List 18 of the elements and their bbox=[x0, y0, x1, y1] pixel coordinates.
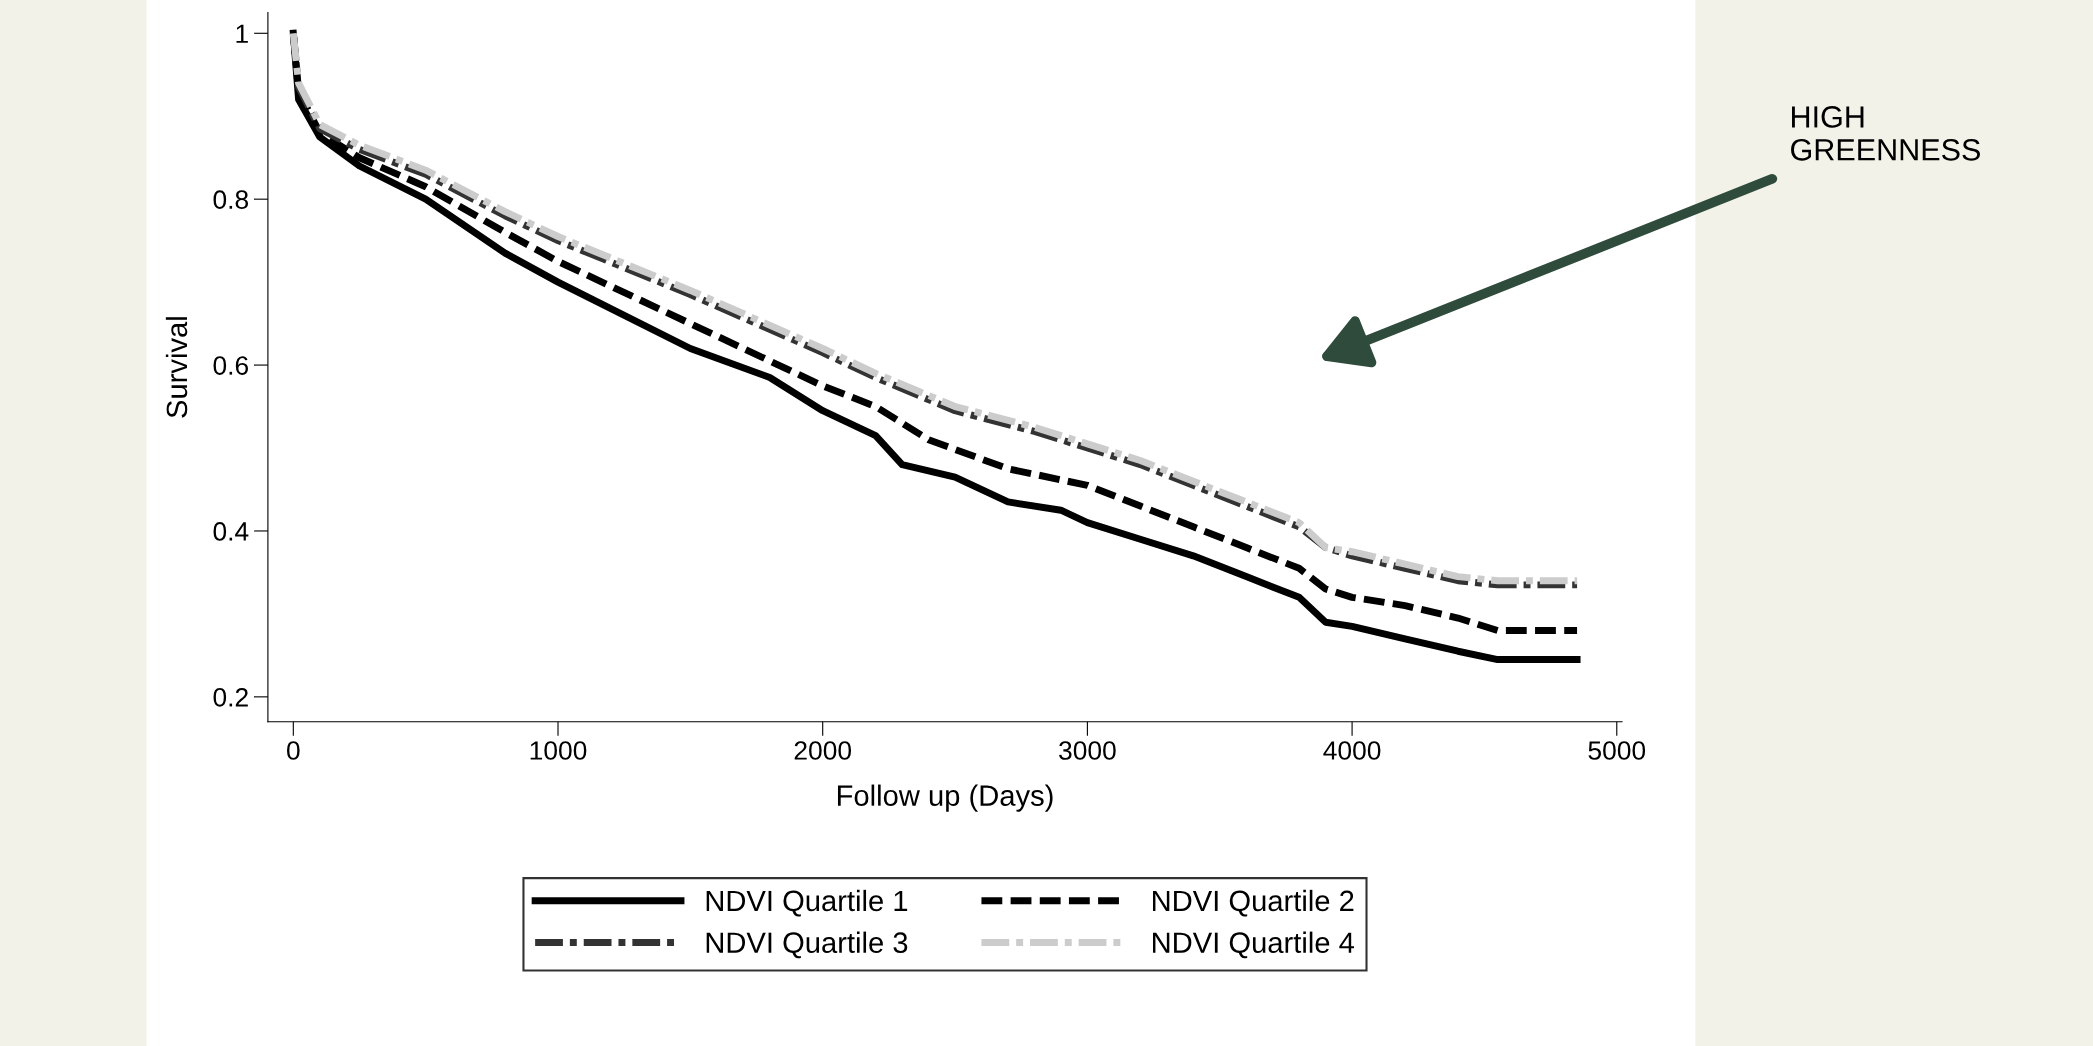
x-tick-label: 4000 bbox=[1323, 741, 1381, 760]
text: HIGH GREENNESS bbox=[1791, 106, 1980, 161]
x-axis-title: Follow up (Days) bbox=[837, 784, 1053, 812]
y-tick-label: 0.4 bbox=[213, 522, 249, 541]
x-tick-label: 0 bbox=[287, 741, 300, 760]
y-axis-title: Survival bbox=[165, 317, 188, 418]
legend-label: NDVI Quartile 2 bbox=[1153, 889, 1354, 917]
y-tick-label: 1 bbox=[236, 24, 248, 43]
x-tick-label: 1000 bbox=[530, 741, 587, 760]
y-tick-label: 0.8 bbox=[213, 190, 249, 209]
x-tick-label: 3000 bbox=[1059, 741, 1116, 760]
legend-label: NDVI Quartile 3 bbox=[706, 931, 908, 959]
legend-label: NDVI Quartile 1 bbox=[706, 889, 908, 917]
y-tick-label: 0.2 bbox=[213, 687, 248, 707]
y-tick-label: 0.6 bbox=[213, 356, 248, 375]
legend-label: NDVI Quartile 4 bbox=[1153, 931, 1354, 959]
x-tick-label: 2000 bbox=[794, 741, 852, 760]
x-tick-label: 5000 bbox=[1588, 741, 1646, 760]
